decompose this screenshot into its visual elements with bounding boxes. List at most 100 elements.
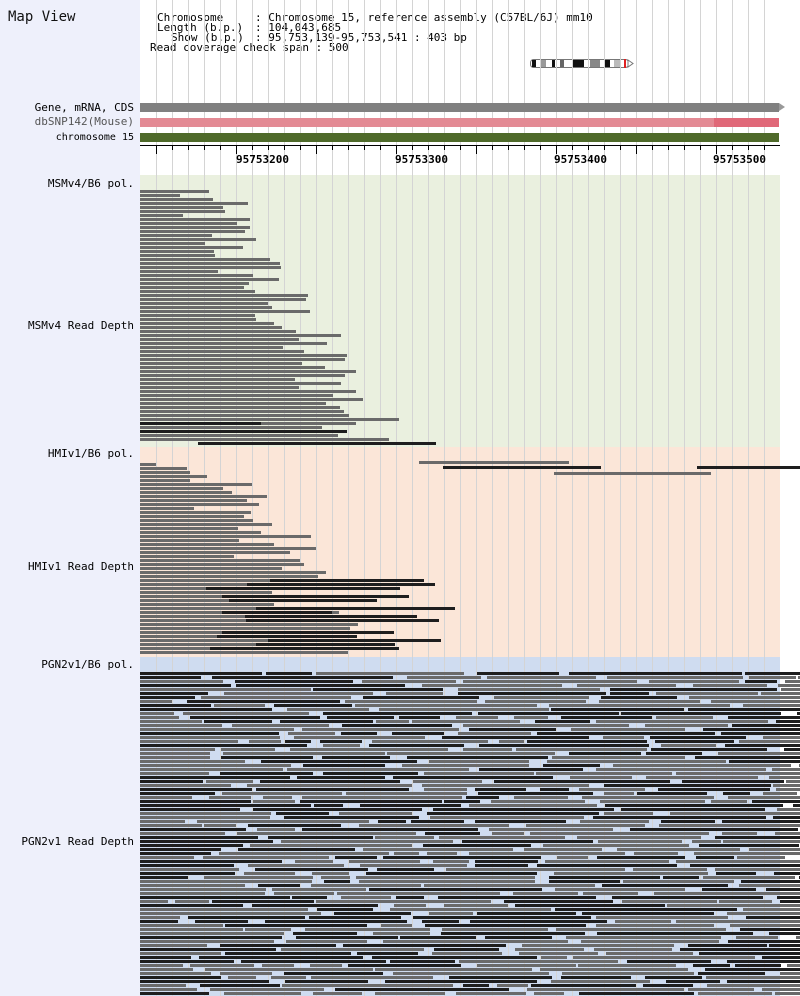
- gene-arrow-icon: [779, 103, 785, 111]
- ruler-tick: [604, 146, 605, 150]
- grid-line: [300, 0, 301, 996]
- grid-line: [700, 0, 701, 996]
- ruler-tick: [492, 146, 493, 150]
- read-bar: [779, 900, 800, 903]
- grid-line: [668, 0, 669, 996]
- ruler-tick: [268, 146, 269, 150]
- ruler-tick: [156, 146, 157, 154]
- read-bar: [793, 804, 800, 807]
- msmv4-pol-strip: [0, 175, 140, 189]
- read-bar: [776, 808, 800, 811]
- ruler-tick: [652, 146, 653, 150]
- ruler-tick: [508, 146, 509, 150]
- chromosome-label: Chromosome: [157, 11, 224, 24]
- snp-track-bar[interactable]: [140, 118, 779, 127]
- grid-line: [492, 0, 493, 996]
- ruler-tick: [332, 146, 333, 150]
- ruler-tick: [588, 146, 589, 150]
- grid-line: [524, 0, 525, 996]
- ruler-label-95753500: 95753500: [713, 153, 766, 166]
- grid-line: [476, 0, 477, 996]
- ruler-tick: [732, 146, 733, 150]
- grid-line: [572, 0, 573, 996]
- map-view-title: Map View: [8, 9, 76, 25]
- ruler-tick: [172, 146, 173, 150]
- grid-line: [604, 0, 605, 996]
- ruler-tick: [220, 146, 221, 150]
- ruler-tick: [684, 146, 685, 150]
- snp-highlight[interactable]: [714, 118, 779, 127]
- grid-line: [748, 0, 749, 996]
- ruler-tick: [636, 146, 637, 154]
- grid-line: [540, 0, 541, 996]
- ruler-axis: [140, 145, 780, 146]
- chromosome-track-bar[interactable]: [140, 133, 779, 142]
- ruler-tick: [668, 146, 669, 150]
- read-bar: [786, 964, 800, 967]
- ruler-tick: [316, 146, 317, 154]
- grid-line: [156, 0, 157, 996]
- grid-line: [220, 0, 221, 996]
- ruler-tick: [460, 146, 461, 150]
- grid-line: [684, 0, 685, 996]
- length-label: Length (b.p.): [157, 21, 244, 34]
- chromosome-track-label: chromosome 15: [55, 132, 134, 143]
- grid-line: [428, 0, 429, 996]
- ruler-label-95753200: 95753200: [236, 153, 289, 166]
- grid-line: [444, 0, 445, 996]
- ruler-tick: [444, 146, 445, 150]
- ruler-tick: [428, 146, 429, 150]
- ruler-tick: [700, 146, 701, 150]
- ruler-tick: [764, 146, 765, 150]
- read-bar: [785, 680, 800, 683]
- grid-line: [732, 0, 733, 996]
- snp-track-label: dbSNP142(Mouse): [34, 115, 134, 128]
- grid-line: [764, 0, 765, 996]
- grid-line: [204, 0, 205, 996]
- ruler-tick: [540, 146, 541, 150]
- length-value: : 104,043,685: [255, 21, 342, 34]
- ruler-tick: [204, 146, 205, 150]
- ruler-tick: [524, 146, 525, 150]
- ruler-tick: [364, 146, 365, 150]
- grid-line: [588, 0, 589, 996]
- ruler-tick: [380, 146, 381, 150]
- grid-line: [268, 0, 269, 996]
- pgn2v1-pol-label: PGN2v1/B6 pol.: [41, 658, 134, 671]
- ruler-tick: [252, 146, 253, 150]
- coverage-span-line: Read coverage check span : 500: [150, 41, 349, 54]
- grid-line: [380, 0, 381, 996]
- show-label: Show (b.p.): [171, 31, 244, 44]
- ruler-tick: [412, 146, 413, 150]
- grid-line: [460, 0, 461, 996]
- ruler-tick: [348, 146, 349, 150]
- ruler-label-95753300: 95753300: [395, 153, 448, 166]
- msmv4-depth-label: MSMv4 Read Depth: [28, 319, 134, 332]
- ruler-tick: [716, 146, 717, 154]
- grid-line: [412, 0, 413, 996]
- ruler-tick: [556, 146, 557, 154]
- grid-line: [332, 0, 333, 996]
- hmiv1-pol-label: HMIv1/B6 pol.: [47, 447, 134, 460]
- grid-line: [364, 0, 365, 996]
- grid-line: [556, 0, 557, 996]
- grid-line: [348, 0, 349, 996]
- ruler-tick: [620, 146, 621, 150]
- chromosome-ideogram[interactable]: [530, 53, 634, 68]
- grid-line: [636, 0, 637, 996]
- grid-line: [508, 0, 509, 996]
- ruler-tick: [236, 146, 237, 154]
- pgn2v1-depth-label: PGN2v1 Read Depth: [21, 835, 134, 848]
- read-bar: [779, 972, 800, 975]
- grid-line: [236, 0, 237, 996]
- gene-track-bar[interactable]: [140, 103, 779, 112]
- ruler-tick: [396, 146, 397, 154]
- read-bar: [778, 684, 800, 687]
- read-bar: [781, 688, 800, 691]
- ruler-tick: [188, 146, 189, 150]
- ruler-tick: [572, 146, 573, 150]
- ruler-tick: [284, 146, 285, 150]
- left-label-panel: [0, 0, 140, 996]
- msmv4-pol-label: MSMv4/B6 pol.: [47, 177, 134, 190]
- ruler-tick: [300, 146, 301, 150]
